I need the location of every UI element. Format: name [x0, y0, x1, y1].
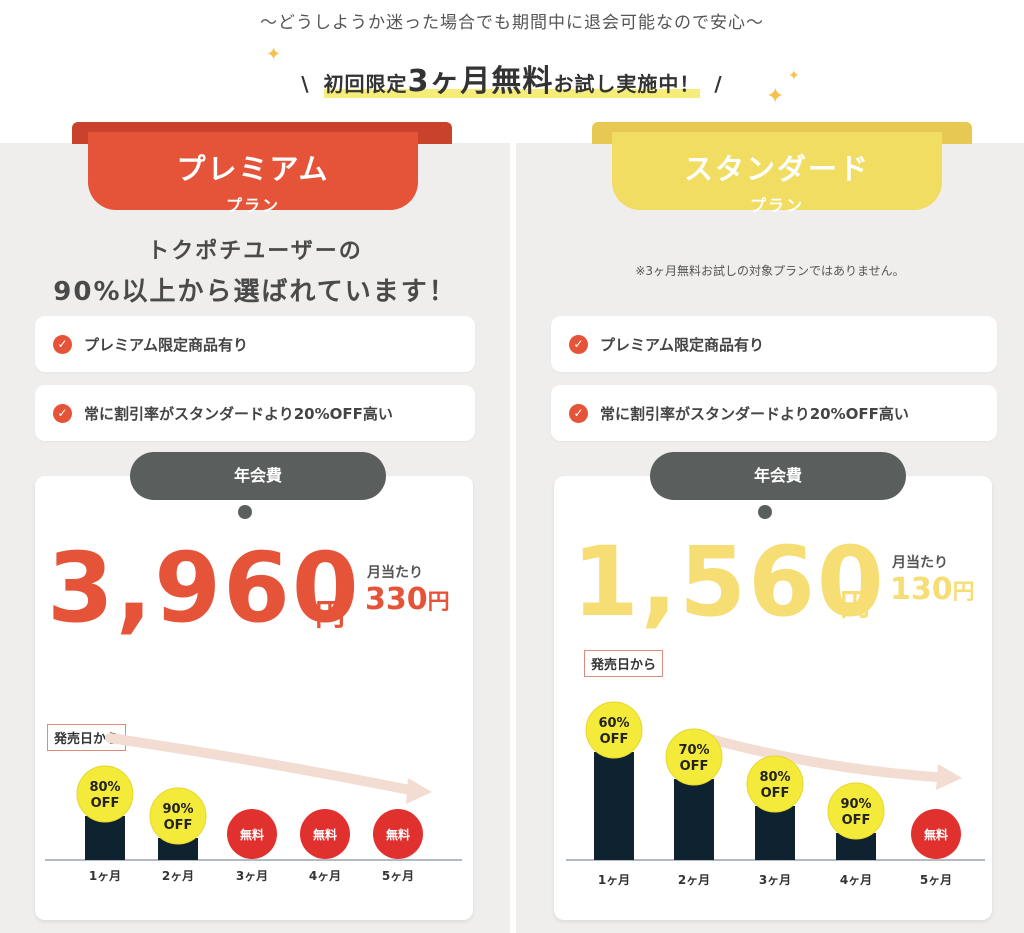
- check-icon: ✓: [569, 334, 588, 354]
- standard-monthly-yen: 円: [952, 580, 975, 605]
- premium-month-label: 1ヶ月: [89, 869, 121, 883]
- premium-plan-name: プレミアム: [176, 152, 330, 186]
- standard-bar: [755, 806, 795, 860]
- premium-discount-badge-label: OFF: [91, 796, 120, 811]
- standard-discount-badge: [911, 809, 961, 859]
- standard-discount-badge-label: OFF: [680, 759, 709, 774]
- standard-discount-badge-label: 70%: [678, 743, 709, 758]
- standard-discount-badge-label: 無料: [924, 827, 948, 842]
- standard-price: 1,560: [572, 526, 886, 638]
- premium-discount-badge-label: 90%: [162, 802, 193, 817]
- standard-discount-badge: [827, 782, 885, 840]
- standard-monthly-price: 130円: [890, 572, 975, 607]
- standard-monthly-label: 月当たり: [892, 555, 948, 571]
- standard-month-label: 1ヶ月: [598, 873, 630, 887]
- sparkle-icon: ✦: [766, 84, 785, 109]
- premium-discount-badge-label: 無料: [240, 827, 264, 842]
- premium-discount-badge: [227, 809, 277, 859]
- premium-month-label: 2ヶ月: [162, 869, 194, 883]
- standard-trend-arrow: [695, 731, 955, 783]
- premium-price: 3,960: [47, 532, 361, 644]
- premium-discount-badge-label: 80%: [89, 780, 120, 795]
- feature-label: プレミアム限定商品有り: [84, 335, 248, 354]
- premium-feature-2: ✓ 常に割引率がスタンダードより20%OFF高い: [35, 385, 475, 441]
- premium-monthly-value: 330: [365, 582, 428, 617]
- standard-month-label: 4ヶ月: [840, 873, 872, 887]
- standard-bar: [594, 752, 634, 860]
- premium-ribbon: プレミアム プラン: [88, 132, 418, 215]
- premium-bar: [85, 816, 125, 860]
- premium-price-yen: 円: [315, 598, 345, 633]
- check-icon: ✓: [53, 334, 72, 354]
- standard-discount-badge: [665, 728, 723, 786]
- premium-discount-badge: [373, 809, 423, 859]
- premium-bar: [158, 838, 198, 860]
- premium-discount-badge: [76, 765, 134, 823]
- standard-ribbon: スタンダード プラン: [612, 132, 942, 215]
- standard-from-release-label: 発売日から: [584, 650, 664, 677]
- standard-fee-bubble-dot: [758, 505, 772, 519]
- sparkle-icon: ✦: [788, 68, 800, 84]
- premium-month-label: 5ヶ月: [382, 869, 414, 883]
- premium-trend-arrow: [105, 733, 425, 797]
- premium-monthly-price: 330円: [365, 582, 450, 617]
- standard-month-label: 2ヶ月: [678, 873, 710, 887]
- premium-trend-arrow-head: [406, 778, 432, 804]
- top-caption: 〜どうしようか迷った場合でも期間中に退会可能なので安心〜: [260, 13, 764, 33]
- feature-label: プレミアム限定商品有り: [600, 335, 764, 354]
- headline-slash-left: \: [301, 72, 318, 96]
- feature-label: 常に割引率がスタンダードより20%OFF高い: [84, 404, 393, 423]
- standard-trend-arrow-head: [936, 764, 962, 790]
- headline: \ 初回限定3ヶ月無料お試し実施中！ /: [0, 56, 1024, 100]
- headline-big: 3ヶ月無料: [407, 64, 554, 99]
- premium-tagline-1: トクポチユーザーの: [147, 239, 363, 264]
- premium-discount-badge: [149, 787, 207, 845]
- standard-month-label: 5ヶ月: [920, 873, 952, 887]
- standard-discount-badge-label: 90%: [840, 797, 871, 812]
- standard-discount-badge-label: OFF: [761, 786, 790, 801]
- headline-slash-right: /: [706, 72, 723, 96]
- feature-label: 常に割引率がスタンダードより20%OFF高い: [600, 404, 909, 423]
- standard-note: ※3ヶ月無料お試しの対象プランではありません。: [635, 264, 905, 278]
- premium-discount-badge: [300, 809, 350, 859]
- standard-discount-badge: [746, 755, 804, 813]
- standard-price-yen: 円: [840, 588, 870, 623]
- premium-plan-sub: プラン: [225, 196, 280, 215]
- standard-plan-name: スタンダード: [683, 152, 870, 186]
- headline-post: お試し実施中！: [553, 72, 701, 96]
- headline-highlight: 初回限定3ヶ月無料お試し実施中！: [318, 56, 707, 100]
- premium-monthly-yen: 円: [427, 590, 450, 615]
- premium-fee-bubble-dot: [238, 505, 252, 519]
- standard-plan-sub: プラン: [749, 196, 804, 215]
- premium-monthly-label: 月当たり: [367, 565, 423, 581]
- premium-discount-badge-label: 無料: [313, 827, 337, 842]
- premium-tagline-2: 90%以上から選ばれています！: [53, 277, 457, 307]
- headline-pre: 初回限定: [323, 72, 408, 96]
- standard-feature-2: ✓ 常に割引率がスタンダードより20%OFF高い: [551, 385, 997, 441]
- premium-feature-1: ✓ プレミアム限定商品有り: [35, 316, 475, 372]
- standard-monthly-value: 130: [890, 572, 953, 607]
- premium-month-label: 3ヶ月: [236, 869, 268, 883]
- check-icon: ✓: [569, 403, 588, 423]
- premium-discount-badge-label: 無料: [386, 827, 410, 842]
- sparkle-icon: ✦: [266, 44, 282, 65]
- standard-discount-badge-label: 60%: [598, 716, 629, 731]
- standard-month-label: 3ヶ月: [759, 873, 791, 887]
- standard-bar: [674, 779, 714, 860]
- standard-fee-bubble: 年会費: [650, 452, 906, 500]
- standard-discount-badge-label: 80%: [759, 770, 790, 785]
- check-icon: ✓: [53, 403, 72, 423]
- standard-discount-badge-label: OFF: [842, 813, 871, 828]
- premium-discount-badge-label: OFF: [164, 818, 193, 833]
- standard-feature-1: ✓ プレミアム限定商品有り: [551, 316, 997, 372]
- premium-fee-bubble: 年会費: [130, 452, 386, 500]
- standard-discount-badge-label: OFF: [600, 732, 629, 747]
- premium-month-label: 4ヶ月: [309, 869, 341, 883]
- standard-discount-badge: [585, 701, 643, 759]
